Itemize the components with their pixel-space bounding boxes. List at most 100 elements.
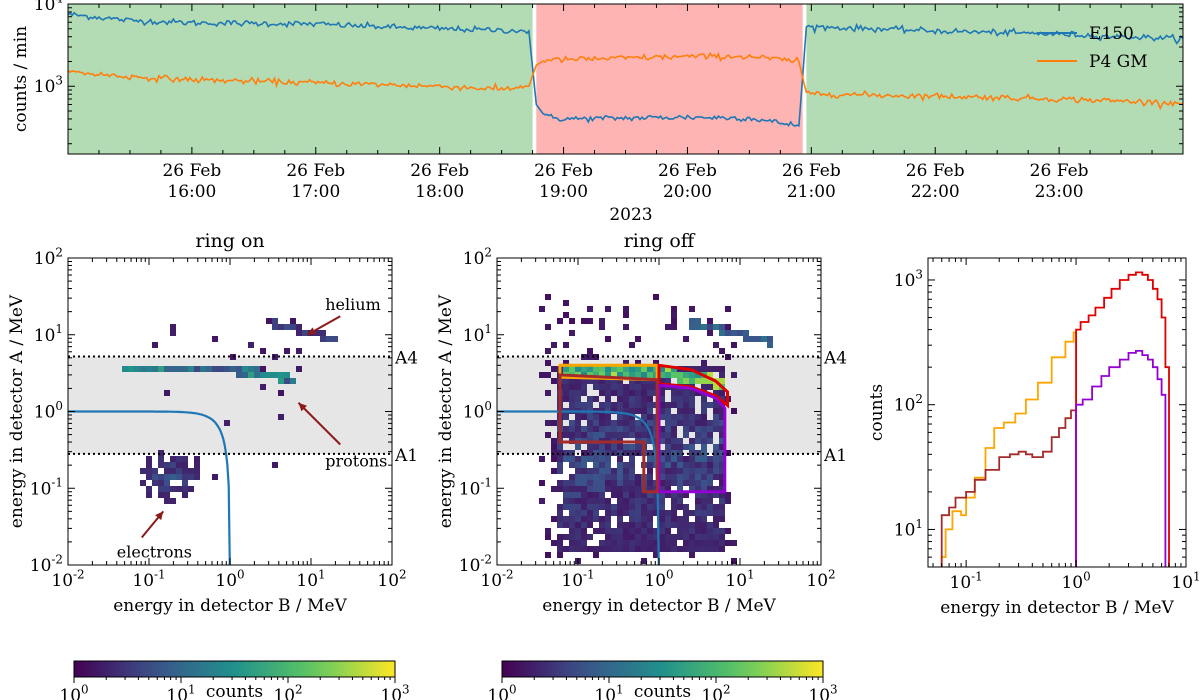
heatmap-cell — [623, 486, 629, 492]
heatmap-cell — [653, 498, 659, 504]
heatmap-cell — [689, 390, 695, 396]
heatmap-cell — [725, 492, 731, 498]
heatmap-cell — [671, 432, 677, 438]
x-tick-label-time: 23:00 — [1035, 182, 1084, 202]
heatmap-cell — [332, 336, 338, 342]
heatmap-cell — [218, 366, 224, 372]
heatmap-cell — [731, 408, 737, 414]
heatmap-cell — [563, 504, 569, 510]
heatmap-cell — [581, 540, 587, 546]
heatmap-cell — [701, 426, 707, 432]
heatmap-cell — [581, 546, 587, 552]
heatmap-cell — [224, 420, 230, 426]
heatmap-cell — [557, 450, 563, 456]
heatmap-cell — [719, 348, 725, 354]
heatmap-cell — [539, 306, 545, 312]
heatmap-cell — [629, 522, 635, 528]
x-tick-label-date: 26 Feb — [410, 161, 469, 181]
heatmap-cell — [701, 480, 707, 486]
heatmap-cell — [713, 510, 719, 516]
x-tick-label-time: 19:00 — [539, 182, 588, 202]
heatmap-cell — [617, 474, 623, 480]
heatmap-cell — [641, 426, 647, 432]
colorbar-tick-label: 101 — [594, 682, 623, 700]
heatmap-cell — [671, 396, 677, 402]
heatmap-cell — [761, 336, 767, 342]
heatmap-cell — [707, 366, 713, 372]
heatmap-cell — [581, 456, 587, 462]
heatmap-cell — [665, 408, 671, 414]
heatmap-cell — [683, 516, 689, 522]
x-tick-label-time: 22:00 — [911, 182, 960, 202]
heatmap-cell — [701, 540, 707, 546]
heatmap-cell — [266, 318, 272, 324]
heatmap-cell — [563, 546, 569, 552]
heatmap-cell — [695, 534, 701, 540]
heatmap-cell — [545, 420, 551, 426]
heatmap-cell — [605, 420, 611, 426]
y-tick-label: 104 — [34, 0, 63, 15]
heatmap-cell — [629, 462, 635, 468]
heatmap-cell — [617, 432, 623, 438]
heatmap-cell — [695, 414, 701, 420]
heatmap-cell — [611, 468, 617, 474]
heatmap-cell — [551, 366, 557, 372]
heatmap-cell — [719, 456, 725, 462]
heatmap-cell — [659, 438, 665, 444]
heatmap-cell — [719, 420, 725, 426]
heatmap-cell — [707, 480, 713, 486]
heatmap-cell — [140, 468, 146, 474]
heatmap-cell — [635, 384, 641, 390]
heatmap-cell — [617, 372, 623, 378]
heatmap-cell — [701, 498, 707, 504]
heatmap-cell — [611, 432, 617, 438]
heatmap-cell — [551, 420, 557, 426]
heatmap-cell — [731, 330, 737, 336]
heatmap-cell — [689, 426, 695, 432]
heatmap-cell — [629, 474, 635, 480]
heatmap-cell — [587, 498, 593, 504]
spectrum-step-red — [1075, 271, 1170, 567]
y-tick-label: 103 — [894, 267, 923, 291]
heatmap-cell — [254, 372, 260, 378]
heatmap-cell — [689, 486, 695, 492]
heatmap-cell — [158, 366, 164, 372]
heatmap-cell — [701, 438, 707, 444]
heatmap-cell — [671, 306, 677, 312]
heatmap-cell — [605, 396, 611, 402]
heatmap-cell — [146, 468, 152, 474]
heatmap-cell — [611, 510, 617, 516]
heatmap-cell — [599, 318, 605, 324]
heatmap-cell — [695, 390, 701, 396]
legend: E150 P4 GM — [1037, 24, 1148, 72]
heatmap-cell — [605, 414, 611, 420]
heatmap-cell — [647, 474, 653, 480]
heatmap-cell — [194, 456, 200, 462]
heatmap-cell — [677, 486, 683, 492]
heatmap-cell — [653, 540, 659, 546]
heatmap-cell — [539, 480, 545, 486]
heatmap-cell — [581, 318, 587, 324]
heatmap-cell — [260, 348, 266, 354]
heatmap-cell — [635, 474, 641, 480]
heatmap-cell — [617, 408, 623, 414]
heatmap-cell — [587, 354, 593, 360]
y-tick-label: 10-1 — [30, 476, 63, 500]
heatmap-cell — [623, 432, 629, 438]
heatmap-cell — [677, 498, 683, 504]
heatmap-cell — [623, 534, 629, 540]
heatmap-cell — [587, 504, 593, 510]
heatmap-cell — [641, 540, 647, 546]
heatmap-cell — [671, 456, 677, 462]
heatmap-cell — [617, 426, 623, 432]
heatmap-cell — [719, 474, 725, 480]
heatmap-cell — [707, 546, 713, 552]
heatmap-cell — [641, 402, 647, 408]
heatmap-cell — [599, 444, 605, 450]
x-tick-label: 102 — [806, 567, 835, 591]
heatmap-cell — [707, 420, 713, 426]
heatmap-cell — [665, 528, 671, 534]
heatmap-cell — [569, 456, 575, 462]
heatmap-cell — [659, 432, 665, 438]
heatmap-cell — [725, 306, 731, 312]
